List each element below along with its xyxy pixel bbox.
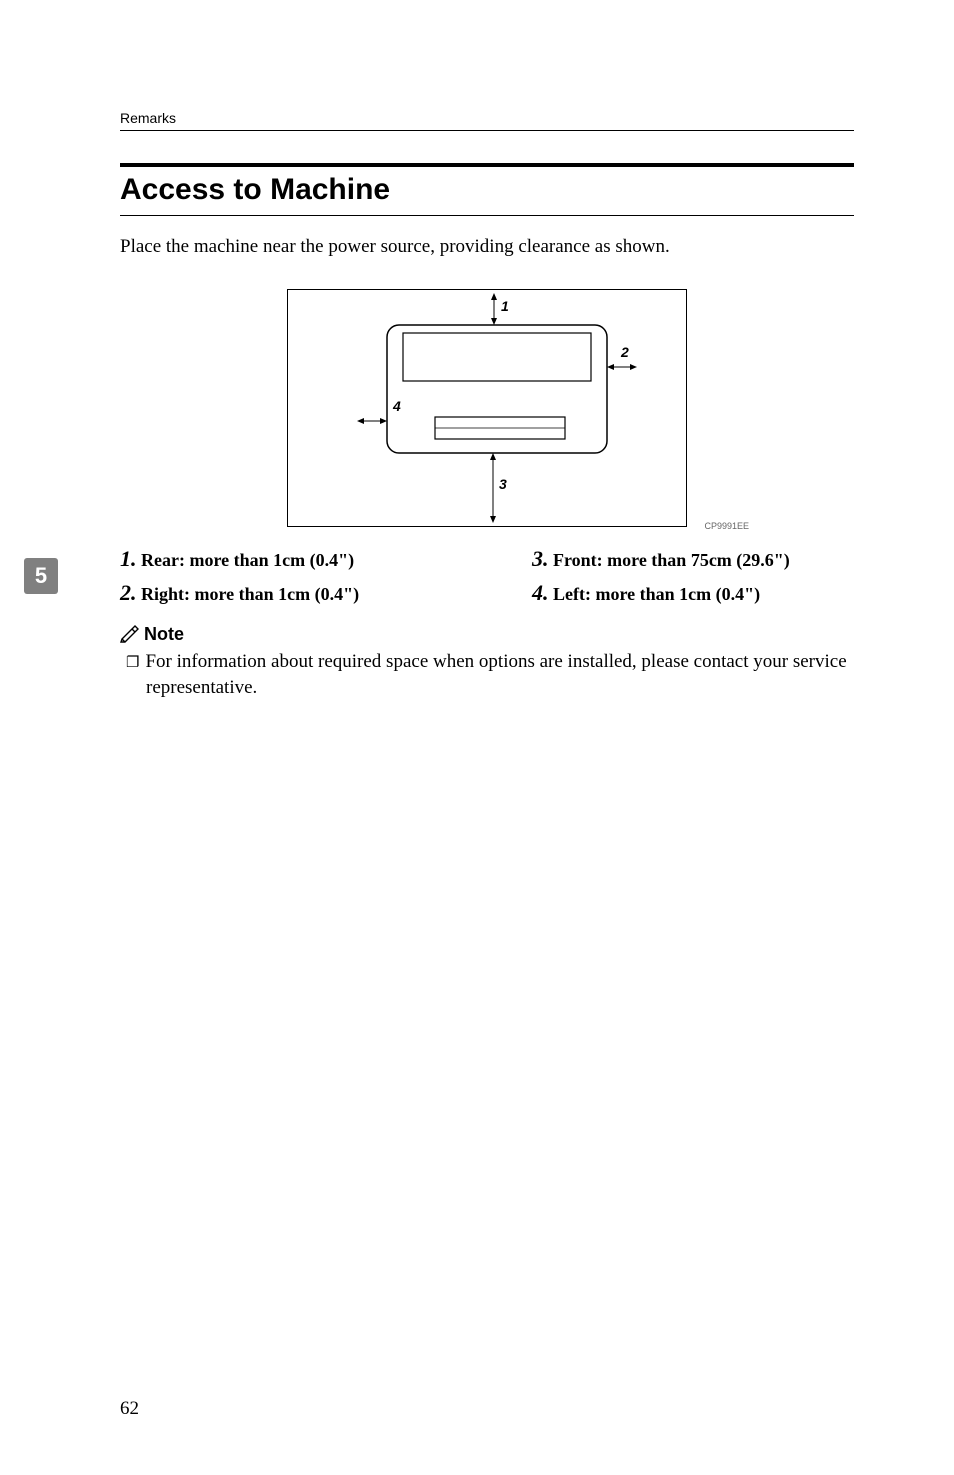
diagram-code: CP9991EE: [704, 521, 749, 531]
legend-col-right: 3. Front: more than 75cm (29.6") 4. Left…: [532, 546, 854, 614]
diagram-label-right: 2: [620, 344, 629, 360]
section-title: Access to Machine: [120, 163, 854, 216]
note-heading: Note: [120, 624, 854, 645]
legend-item: 4. Left: more than 1cm (0.4"): [532, 580, 854, 606]
note-label: Note: [144, 624, 184, 644]
diagram-label-front: 3: [499, 476, 507, 492]
running-head: Remarks: [120, 110, 854, 131]
pencil-icon: [120, 625, 140, 643]
legend-text: Right: more than 1cm (0.4"): [141, 584, 359, 604]
note-body: ❐For information about required space wh…: [120, 649, 854, 702]
legend-num: 1.: [120, 546, 137, 571]
legend-text: Front: more than 75cm (29.6"): [553, 550, 790, 570]
legend-num: 3.: [532, 546, 549, 571]
legend-text: Left: more than 1cm (0.4"): [553, 584, 760, 604]
diagram-label-rear: 1: [501, 298, 509, 314]
legend: 1. Rear: more than 1cm (0.4") 2. Right: …: [120, 546, 854, 614]
note-text: For information about required space whe…: [145, 651, 846, 699]
page-number: 62: [120, 1398, 139, 1420]
legend-text: Rear: more than 1cm (0.4"): [141, 550, 354, 570]
legend-col-left: 1. Rear: more than 1cm (0.4") 2. Right: …: [120, 546, 442, 614]
legend-item: 3. Front: more than 75cm (29.6"): [532, 546, 854, 572]
chapter-tab: 5: [24, 558, 58, 594]
intro-paragraph: Place the machine near the power source,…: [120, 234, 854, 261]
clearance-diagram: 1 2 3 4 CP9991EE: [120, 289, 854, 534]
legend-item: 1. Rear: more than 1cm (0.4"): [120, 546, 442, 572]
note-bullet-icon: ❐: [126, 654, 145, 671]
legend-num: 2.: [120, 580, 137, 605]
diagram-label-left: 4: [392, 398, 401, 414]
legend-num: 4.: [532, 580, 549, 605]
diagram-svg: 1 2 3 4: [287, 289, 687, 527]
legend-item: 2. Right: more than 1cm (0.4"): [120, 580, 442, 606]
